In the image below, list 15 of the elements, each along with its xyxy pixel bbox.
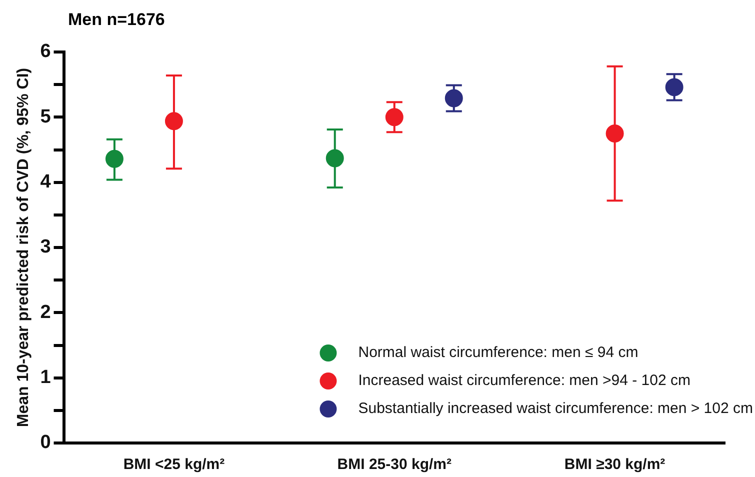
y-tick-label: 1: [40, 367, 52, 388]
x-tick-label: BMI 25-30 kg/m²: [337, 456, 452, 474]
x-tick-label: BMI <25 kg/m²: [123, 456, 225, 474]
y-tick-label: 0: [40, 432, 51, 454]
y-tick-label: 6: [40, 41, 51, 62]
x-tick-label: BMI ≥30 kg/m²: [564, 456, 666, 474]
y-tick-label: 5: [40, 106, 52, 128]
y-axis-title: Mean 10-year predicted risk of CVD (%, 95% CI): [15, 68, 32, 428]
legend-label: Substantially increased waist circumference: men > 102 cm: [358, 400, 754, 418]
chart-title: Men n=1676: [68, 10, 165, 30]
legend-label: Increased waist circumference: men >94 - 102 cm: [358, 372, 690, 390]
y-tick-label: 2: [40, 302, 51, 323]
y-tick-label: 3: [40, 236, 51, 258]
legend-label: Normal waist circumference: men ≤ 94 cm: [358, 344, 638, 362]
y-tick-label: 4: [40, 172, 52, 193]
